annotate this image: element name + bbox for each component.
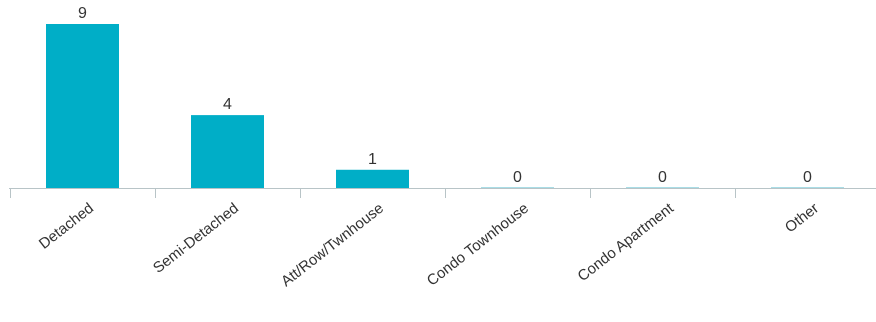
ticks-layer [10, 188, 736, 198]
x-axis-tick-label: Detached [36, 200, 97, 253]
x-axis-tick-label: Condo Townhouse [424, 200, 532, 290]
bar-value-label: 0 [658, 169, 667, 186]
bars-layer [46, 24, 844, 189]
bar [46, 24, 119, 188]
bar-value-label: 4 [223, 96, 232, 113]
x-axis-tick-label: Condo Apartment [574, 199, 677, 285]
bar [191, 115, 264, 188]
bar-value-label: 1 [368, 151, 377, 168]
x-axis-tick-label: Semi-Detached [150, 200, 242, 277]
bar-value-label: 9 [78, 5, 87, 22]
bar-value-label: 0 [513, 169, 522, 186]
bar [336, 169, 409, 188]
x-axis-tick-label: Att/Row/Twnhouse [278, 200, 387, 290]
labels-layer: 9 Detached 4 Semi-Detached 1 Att/Row/Twnhouse… [36, 5, 822, 290]
bar-value-label: 0 [803, 169, 812, 186]
x-axis-tick-label: Other [782, 200, 822, 236]
